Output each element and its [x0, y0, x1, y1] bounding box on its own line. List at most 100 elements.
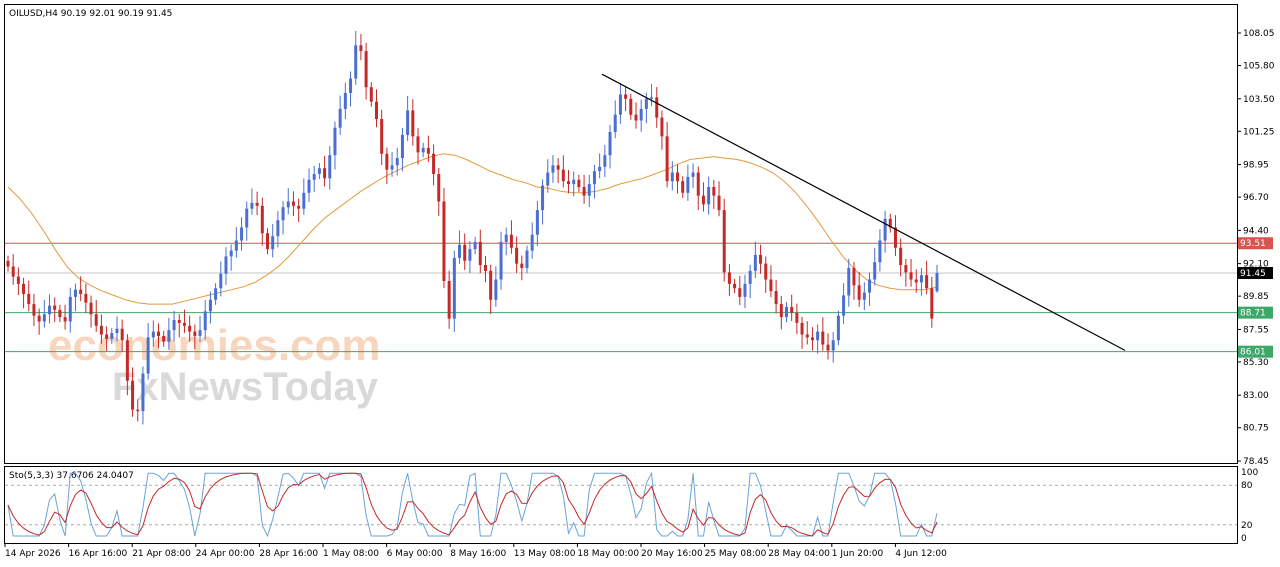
y-tick-label: 108.05: [1243, 29, 1275, 39]
candle-body: [816, 331, 820, 341]
y-tick-label: 78.45: [1243, 457, 1269, 467]
candle-body: [84, 293, 88, 303]
candle-body: [556, 165, 560, 170]
candle-body: [374, 101, 378, 120]
candle-body: [717, 195, 721, 211]
candle-body: [701, 195, 705, 205]
candle-body: [328, 155, 332, 179]
candle-body: [530, 234, 534, 251]
candle-body: [354, 45, 358, 79]
x-tick-label: 14 Apr 2026: [5, 549, 61, 559]
candle-body: [214, 288, 218, 300]
ma-line: [7, 153, 938, 305]
candle-body: [582, 186, 586, 196]
candle-body: [89, 302, 93, 315]
x-tick-label: 21 Apr 08:00: [132, 549, 191, 559]
candle-body: [53, 305, 57, 310]
candle-body: [764, 263, 768, 280]
candle-body: [172, 320, 176, 331]
candle-body: [634, 114, 638, 121]
candle-body: [94, 314, 98, 326]
candle-body: [338, 108, 342, 128]
candle-body: [177, 320, 181, 323]
oscillator-frame: [4, 466, 1238, 544]
stoch-k-line: [7, 471, 938, 538]
candle-body: [899, 247, 903, 266]
candle-body: [914, 279, 918, 283]
candle-body: [759, 254, 763, 264]
candle-body: [862, 292, 866, 300]
candle-body: [452, 257, 456, 319]
candle-body: [286, 201, 290, 208]
candle-body: [826, 344, 830, 351]
candle-body: [63, 317, 67, 322]
trendline-segment: [601, 73, 1126, 351]
x-tick-label: 25 May 08:00: [705, 549, 767, 559]
x-tick-label: 24 Apr 00:00: [196, 549, 255, 559]
candle-body: [868, 279, 872, 293]
candle-body: [458, 244, 462, 258]
candle-body: [463, 244, 467, 261]
candle-body: [58, 309, 62, 318]
candle-body: [774, 291, 778, 305]
candle-body: [779, 304, 783, 318]
candle-body: [696, 172, 700, 196]
x-tick-label: 1 Jun 20:00: [832, 549, 884, 559]
candle-body: [546, 172, 550, 186]
candle-body: [494, 279, 498, 300]
candle-body: [629, 98, 633, 115]
candle-body: [857, 285, 861, 300]
candle-body: [691, 172, 695, 177]
candle-body: [349, 78, 353, 94]
x-tick-label: 13 May 08:00: [514, 549, 576, 559]
candle-body: [312, 173, 316, 180]
watermark-economies: economies.com: [48, 321, 381, 370]
candle-body: [624, 94, 628, 99]
candle-body: [437, 173, 441, 202]
candle-body: [229, 250, 233, 257]
candle-body: [686, 176, 690, 193]
candle-body: [644, 98, 648, 109]
price-level-label: 88.71: [1240, 309, 1266, 319]
candle-body: [99, 325, 103, 335]
candle-body: [281, 207, 285, 221]
candle-body: [909, 272, 913, 280]
candle-body: [930, 288, 934, 319]
candle-body: [73, 289, 77, 297]
candle-body: [11, 266, 15, 277]
candle-body: [364, 51, 368, 88]
moving-average: [7, 153, 938, 305]
candle-body: [847, 267, 851, 296]
candle-body: [748, 270, 752, 284]
y-tick-label: 85.30: [1243, 358, 1269, 368]
price-level-label: 86.01: [1240, 348, 1266, 358]
candle-body: [105, 334, 109, 339]
candle-body: [743, 283, 747, 297]
candle-body: [115, 328, 119, 334]
candle-body: [369, 87, 373, 102]
candle-body: [182, 322, 186, 326]
candle-body: [551, 165, 555, 173]
candle-body: [317, 168, 321, 174]
x-tick-label: 1 May 08:00: [323, 549, 379, 559]
candle-body: [307, 179, 311, 193]
candle-body: [411, 110, 415, 137]
candle-body: [323, 168, 327, 179]
y-tick-label: 80.75: [1243, 424, 1269, 434]
candle-body: [800, 322, 804, 335]
candle-body: [504, 234, 508, 242]
y-tick-label: 103.50: [1243, 95, 1275, 105]
candle-body: [291, 201, 295, 206]
candle-body: [893, 227, 897, 248]
candle-body: [650, 97, 654, 99]
candle-body: [432, 153, 436, 174]
candle-body: [561, 169, 565, 182]
candle-body: [592, 171, 596, 185]
candle-body: [805, 334, 809, 338]
candle-body: [525, 250, 529, 268]
x-tick-label: 16 Apr 16:00: [69, 549, 128, 559]
candle-body: [473, 241, 477, 250]
candle-body: [167, 330, 171, 342]
candle-body: [250, 202, 254, 209]
candle-body: [613, 114, 617, 133]
